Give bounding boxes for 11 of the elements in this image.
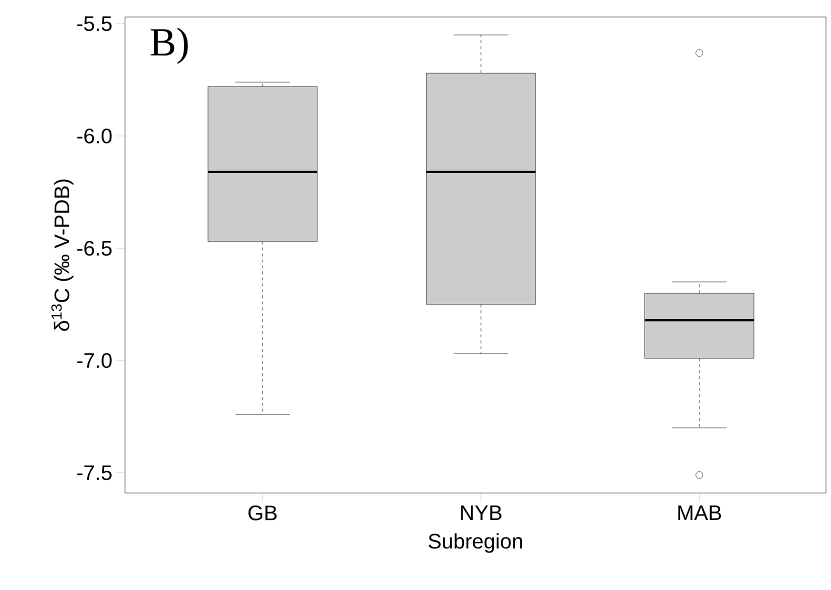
- annotation: B): [150, 28, 188, 64]
- y-tick-label: -7.0: [77, 353, 112, 368]
- x-tick-label: NYB: [461, 506, 502, 520]
- x-tick-label: MAB: [678, 506, 721, 520]
- y-tick-label: -6.5: [77, 240, 112, 256]
- y-axis-title: δ$^{13}$C (‰ V-PDB): [51, 180, 74, 331]
- y-tick-label: -6.0: [77, 128, 112, 144]
- y-tick-label: -7.5: [77, 465, 112, 480]
- x-tick-label: GB: [248, 506, 277, 520]
- x-axis-title: Subregion: [428, 533, 522, 553]
- y-tick-label: -5.5: [77, 16, 112, 32]
